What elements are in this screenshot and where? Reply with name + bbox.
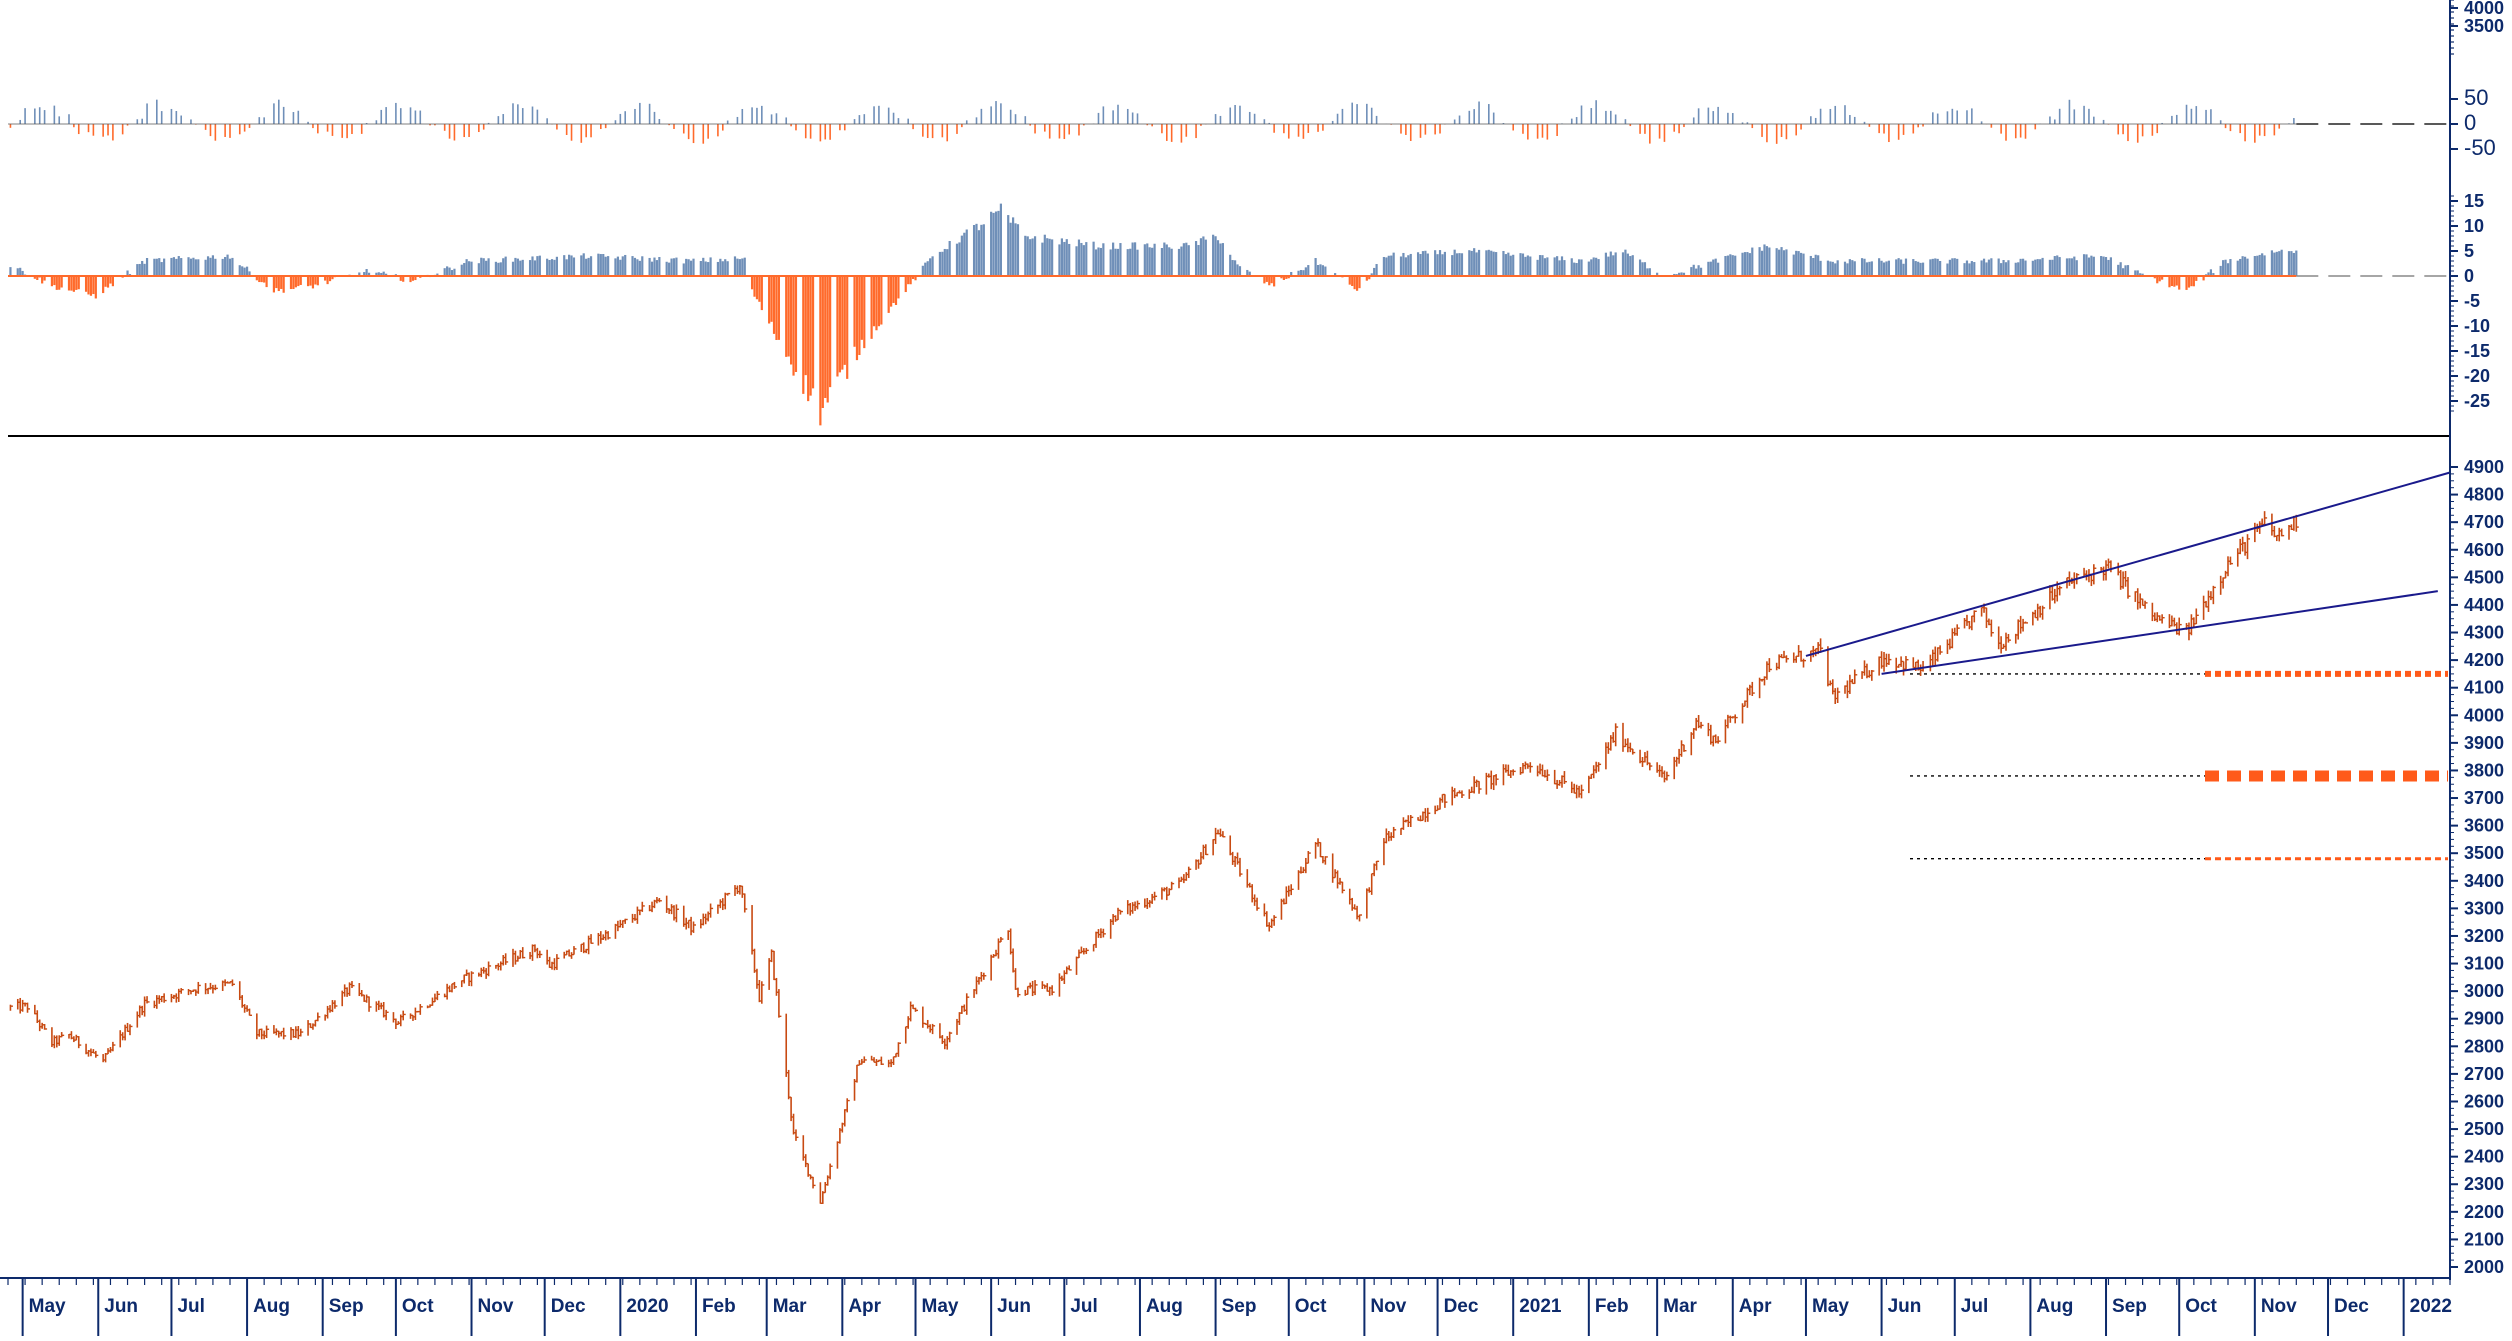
price-tick-label: 2100 [2464,1229,2504,1249]
x-tick-label: Mar [1663,1296,1697,1317]
x-tick-label: Dec [1444,1296,1479,1317]
price-tick-label: 3700 [2464,788,2504,808]
upper-trendline [1805,471,2451,657]
support-levels [1910,670,2448,861]
oscillator-2-tick-label: 5 [2464,241,2474,261]
x-tick-label: Sep [1222,1296,1257,1317]
price-tick-label: 2200 [2464,1202,2504,1222]
price-tick-label: 2500 [2464,1119,2504,1139]
x-tick-label: 2021 [1519,1296,1562,1317]
x-tick-label: Feb [1595,1296,1629,1317]
price-tick-label: 2300 [2464,1174,2504,1194]
scale-label-4000: 4000 [2464,0,2504,18]
right-y-axis: 40003500500-50151050-5-10-15-20-25490048… [2449,0,2504,1280]
x-tick-label: Oct [1295,1296,1327,1317]
x-tick-label: 2020 [626,1296,668,1317]
x-tick-label: Dec [551,1296,586,1317]
price-tick-label: 2800 [2464,1036,2504,1056]
price-tick-label: 2700 [2464,1064,2504,1084]
price-tick-label: 4500 [2464,567,2504,587]
x-tick-label: Nov [1370,1296,1406,1317]
x-tick-label: Mar [773,1296,807,1317]
x-tick-label: Feb [702,1296,736,1317]
x-tick-label: May [922,1296,959,1317]
x-tick-label: May [1812,1296,1849,1317]
x-tick-label: Jun [1888,1296,1922,1317]
oscillator-2-tick-label: -20 [2464,366,2490,386]
price-tick-label: 2900 [2464,1009,2504,1029]
price-tick-label: 3200 [2464,926,2504,946]
price-tick-label: 2400 [2464,1147,2504,1167]
oscillator-2-tick-label: 0 [2464,266,2474,286]
price-tick-label: 3000 [2464,981,2504,1001]
oscillator-2-tick-label: -5 [2464,291,2480,311]
price-tick-label: 3400 [2464,871,2504,891]
x-tick-label: May [29,1296,66,1317]
price-tick-label: 4200 [2464,650,2504,670]
price-tick-label: 2600 [2464,1091,2504,1111]
x-tick-label: Jun [997,1296,1031,1317]
price-tick-label: 4600 [2464,540,2504,560]
x-tick-label: Apr [848,1296,881,1317]
oscillator-1-tick-label: -50 [2464,135,2496,160]
x-tick-label: 2022 [2410,1296,2452,1317]
price-tick-label: 4900 [2464,457,2504,477]
price-tick-label: 4400 [2464,595,2504,615]
x-tick-label: Jul [177,1296,204,1317]
price-tick-label: 3600 [2464,816,2504,836]
price-tick-label: 3900 [2464,733,2504,753]
x-tick-label: Apr [1739,1296,1772,1317]
price-tick-label: 2000 [2464,1257,2504,1277]
price-tick-label: 3500 [2464,843,2504,863]
x-tick-label: Nov [2261,1296,2297,1317]
x-tick-label: Oct [2185,1296,2217,1317]
x-tick-label: Sep [2112,1296,2147,1317]
x-tick-label: Aug [1146,1296,1183,1317]
x-tick-label: Jul [1070,1296,1097,1317]
scale-label-3500: 3500 [2464,16,2504,36]
oscillator-2-tick-label: 10 [2464,216,2484,236]
price-tick-label: 4800 [2464,485,2504,505]
oscillator-1-tick-label: 50 [2464,85,2488,110]
oscillator-2-tick-label: -25 [2464,391,2490,411]
oscillator-2-tick-label: -15 [2464,341,2490,361]
oscillator-2-tick-label: 15 [2464,191,2484,211]
price-tick-label: 4100 [2464,678,2504,698]
x-tick-label: Oct [402,1296,434,1317]
price-tick-label: 3800 [2464,760,2504,780]
x-tick-label: Nov [478,1296,514,1317]
oscillator-2-tick-label: -10 [2464,316,2490,336]
price-tick-label: 3100 [2464,954,2504,974]
price-tick-label: 4300 [2464,623,2504,643]
lower-trendline [1881,590,2438,675]
oscillator-2-bars [9,203,2298,426]
x-tick-label: Aug [253,1296,290,1317]
x-axis: May Jun Jul Aug Sep Oct Nov Dec 2020 Feb Mar Apr May… [0,1277,2452,1336]
x-tick-label: Jun [104,1296,138,1317]
trendlines [1805,471,2451,675]
price-series [9,511,2299,1204]
price-tick-label: 3300 [2464,898,2504,918]
x-tick-label: Aug [2036,1296,2073,1317]
price-tick-label: 4000 [2464,705,2504,725]
x-tick-label: Dec [2334,1296,2369,1317]
oscillator-1-tick-label: 0 [2464,110,2476,135]
oscillator-1-bars [9,99,2295,144]
price-tick-label: 4700 [2464,512,2504,532]
x-tick-label: Sep [329,1296,364,1317]
x-tick-label: Jul [1961,1296,1988,1317]
